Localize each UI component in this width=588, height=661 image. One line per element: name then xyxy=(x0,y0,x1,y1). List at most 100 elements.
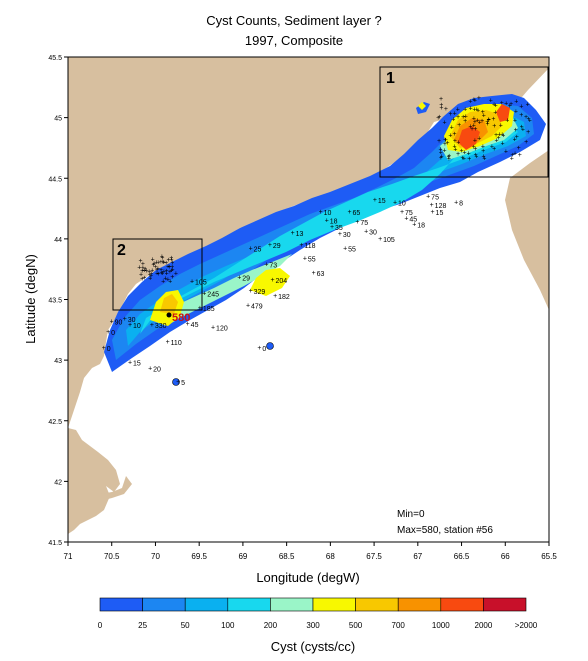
max-station-dot xyxy=(166,312,172,318)
station-marker: + xyxy=(325,218,329,225)
sample-marker: + xyxy=(461,114,465,121)
station-marker: + xyxy=(299,242,303,249)
sample-marker: + xyxy=(447,156,451,163)
sample-marker: + xyxy=(463,118,467,125)
sample-marker: + xyxy=(513,137,517,144)
contour-500-west xyxy=(160,294,178,314)
sample-marker: + xyxy=(467,151,471,158)
colorbar-swatch xyxy=(483,597,527,612)
sample-marker: + xyxy=(149,273,153,280)
station-value: 90 xyxy=(115,319,123,326)
sample-marker: + xyxy=(460,155,464,162)
station-marker: + xyxy=(373,197,377,204)
sample-marker: + xyxy=(150,268,154,275)
sample-marker: + xyxy=(501,132,505,139)
station-marker: + xyxy=(343,246,347,253)
x-axis-label: Longitude (degW) xyxy=(256,570,359,585)
contour-ne-fringe-yellow xyxy=(418,102,426,110)
sample-marker: + xyxy=(467,156,471,163)
sample-marker: + xyxy=(437,138,441,145)
sample-marker: + xyxy=(504,149,508,156)
y-tick-label: 44 xyxy=(54,237,62,244)
sample-marker: + xyxy=(485,119,489,126)
sample-marker: + xyxy=(159,270,163,277)
sample-marker: + xyxy=(513,151,517,158)
sample-marker: + xyxy=(161,279,165,286)
station-marker: + xyxy=(404,215,408,222)
sample-marker: + xyxy=(439,96,443,103)
sample-marker: + xyxy=(505,117,509,124)
sample-marker: + xyxy=(493,109,497,116)
nova-scotia-tip xyxy=(520,170,549,282)
sample-marker: + xyxy=(160,255,164,262)
sample-marker: + xyxy=(167,257,171,264)
colorbar-swatch xyxy=(184,597,229,612)
station-marker: + xyxy=(303,255,307,262)
sample-marker: + xyxy=(148,272,152,279)
y-tick-label: 43.5 xyxy=(48,298,62,305)
sample-marker: + xyxy=(156,260,160,267)
stats-min: Min=0 xyxy=(397,509,425,520)
sample-marker: + xyxy=(444,106,448,113)
colorbar-swatch xyxy=(142,597,186,612)
stats-max: Max=580, station #56 xyxy=(397,525,493,536)
station-marker: + xyxy=(330,224,334,231)
sample-marker: + xyxy=(142,267,146,274)
colorbar-tick-label: 300 xyxy=(306,621,320,630)
sample-marker: + xyxy=(155,271,159,278)
station-marker: + xyxy=(123,316,127,323)
x-tick-label: 67 xyxy=(413,552,422,561)
sample-marker: + xyxy=(453,143,457,150)
colorbar: 0 25 50 100 200 300 500 700 1000 2000 >2000 xyxy=(98,597,538,630)
station-value: 20 xyxy=(153,367,161,374)
colorbar-label: Cyst (cysts/cc) xyxy=(271,639,356,654)
sample-marker: + xyxy=(457,122,461,129)
chart-subtitle: 1997, Composite xyxy=(245,33,343,48)
sample-marker: + xyxy=(139,258,143,265)
sample-marker: + xyxy=(139,272,143,279)
colorbar-swatch xyxy=(440,597,484,612)
station-value: 75 xyxy=(360,220,368,227)
sample-marker: + xyxy=(500,100,504,107)
sample-marker: + xyxy=(453,138,457,145)
sample-marker: + xyxy=(171,266,175,273)
chart-title: Cyst Counts, Sediment layer ? xyxy=(206,13,382,28)
station-value: 18 xyxy=(417,222,425,229)
sample-marker: + xyxy=(149,270,153,277)
sample-marker: + xyxy=(469,99,473,106)
station-value: 35 xyxy=(335,225,343,232)
sample-marker: + xyxy=(510,156,514,163)
station-marker: + xyxy=(431,209,435,216)
x-tick-label: 67.5 xyxy=(366,552,382,561)
offshore-station-dot xyxy=(266,342,274,350)
station-value: 479 xyxy=(251,304,263,311)
y-axis-ticks: 45.5 45 44.5 44 43.5 43 42.5 42 41.5 xyxy=(48,55,68,547)
station-value: 45 xyxy=(409,216,417,223)
sample-marker: + xyxy=(515,134,519,141)
sample-marker: + xyxy=(475,107,479,114)
sample-marker: + xyxy=(148,275,152,282)
station-marker: + xyxy=(246,303,250,310)
station-marker: + xyxy=(319,209,323,216)
station-value: 55 xyxy=(348,247,356,254)
sample-marker: + xyxy=(141,265,145,272)
sample-marker: + xyxy=(447,154,451,161)
sample-marker: + xyxy=(151,262,155,269)
sample-marker: + xyxy=(482,112,486,119)
station-marker: + xyxy=(426,193,430,200)
station-value: 13 xyxy=(296,231,304,238)
station-marker: + xyxy=(412,221,416,228)
station-value: 30 xyxy=(128,317,136,324)
colorbar-tick-label: 25 xyxy=(138,621,147,630)
sample-marker: + xyxy=(443,137,447,144)
sample-marker: + xyxy=(496,135,500,142)
sample-marker: + xyxy=(472,106,476,113)
station-marker: + xyxy=(271,277,275,284)
sample-marker: + xyxy=(456,114,460,121)
sample-marker: + xyxy=(481,109,485,116)
station-value: 18 xyxy=(330,219,338,226)
station-marker: + xyxy=(291,230,295,237)
x-axis-ticks: 71 70.5 70 69.5 69 68.5 68 67.5 67 66.5 66 65.5 xyxy=(64,542,557,561)
station-marker: + xyxy=(148,366,152,373)
station-value: 75 xyxy=(405,210,413,217)
